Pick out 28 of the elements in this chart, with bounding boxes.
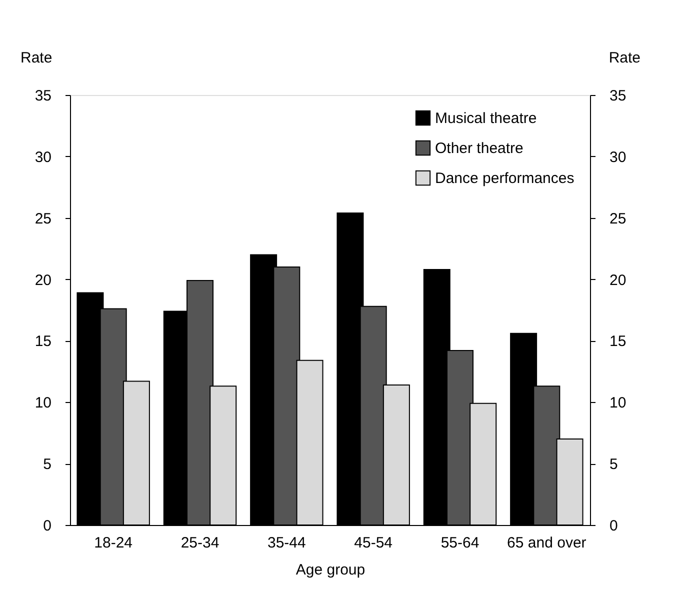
y2-tick-label: 20 xyxy=(610,272,626,289)
x-tick-label: 25-34 xyxy=(180,534,220,552)
y-tick-label: 30 xyxy=(34,148,52,166)
y2-tick-label: 30 xyxy=(610,148,626,166)
y-tick-label: 35 xyxy=(34,88,52,104)
legend-label: Musical theatre xyxy=(435,110,537,127)
y-tick-label: 20 xyxy=(34,272,52,289)
x-tick-label: 65 and over xyxy=(507,534,586,552)
y-tick-label: 5 xyxy=(43,456,52,474)
x-tick-label: 18-24 xyxy=(94,534,133,552)
y-tick-label: 25 xyxy=(34,210,52,228)
legend-label: Other theatre xyxy=(435,140,524,157)
y-tick-label: 10 xyxy=(34,394,52,412)
y-tick-label: 0 xyxy=(43,518,52,534)
y2-tick-label: 35 xyxy=(610,88,626,104)
y2-tick-label: 5 xyxy=(610,456,618,474)
x-tick-label: 45-54 xyxy=(354,534,393,552)
x-tick-label: 55-64 xyxy=(440,534,480,552)
x-axis-title: Age group xyxy=(296,562,366,578)
y2-tick-label: 10 xyxy=(610,394,626,412)
y2-axis-title: Rate xyxy=(608,50,640,66)
y2-tick-label: 0 xyxy=(610,518,618,534)
y-tick-label: 15 xyxy=(34,333,52,350)
y-axis-title: Rate xyxy=(20,50,52,66)
y2-tick-label: 15 xyxy=(610,333,626,350)
y2-tick-label: 25 xyxy=(610,210,626,228)
legend-label: Dance performances xyxy=(435,170,574,187)
x-tick-label: 35-44 xyxy=(267,534,306,552)
